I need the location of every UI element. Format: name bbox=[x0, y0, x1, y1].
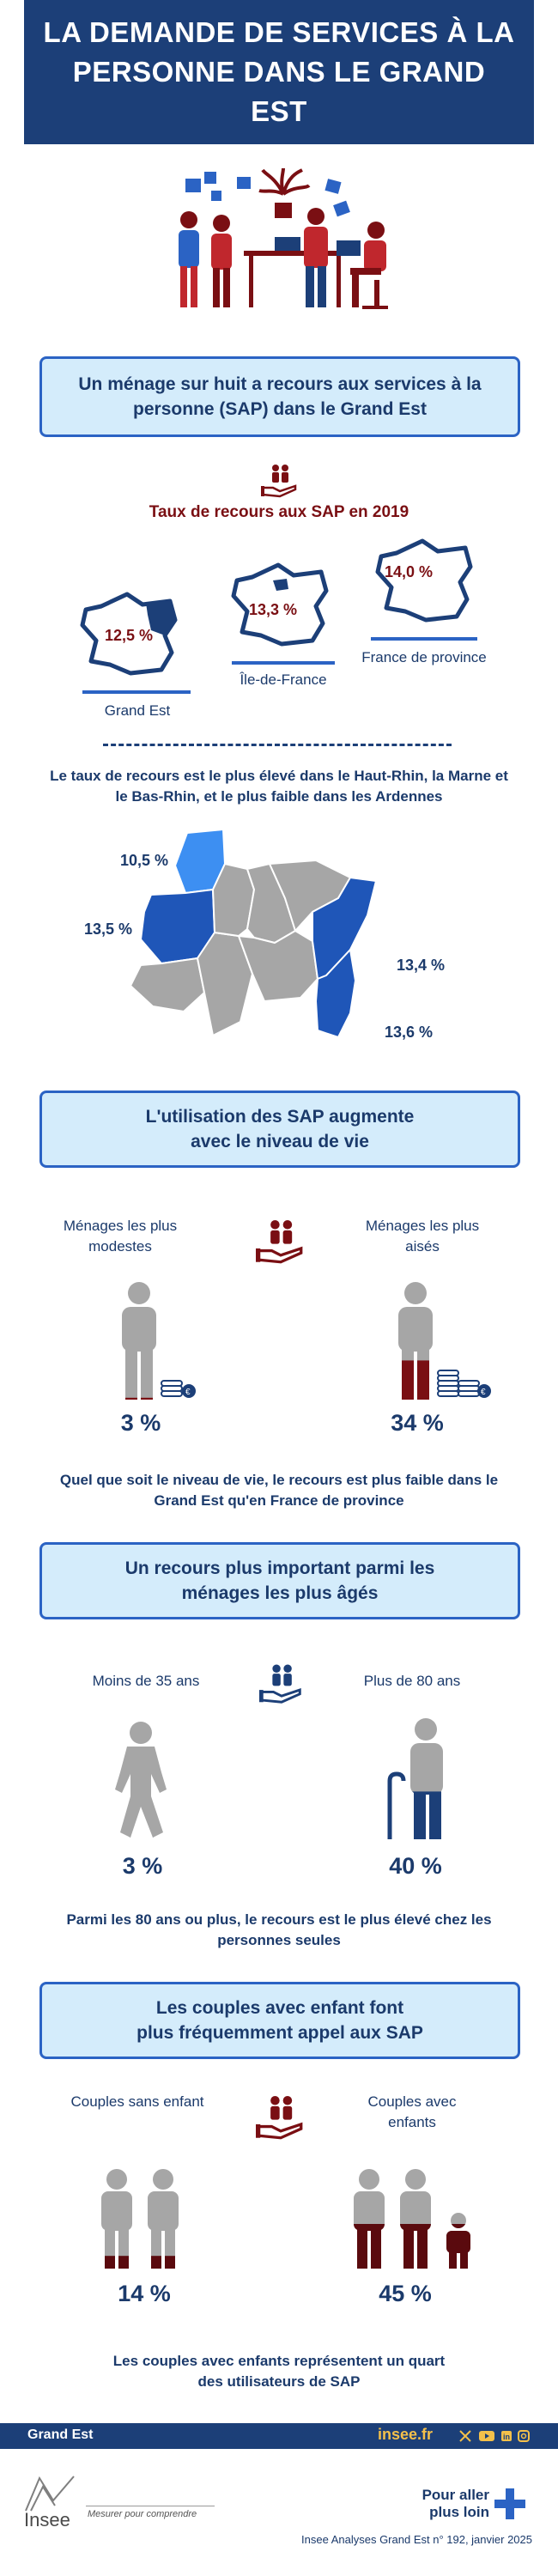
people-hand-icon bbox=[261, 465, 297, 498]
bas-rhin-value: 13,4 % bbox=[397, 957, 446, 974]
couple-no-child-fill bbox=[101, 2256, 179, 2269]
france-map-ile-de-france: 13,3 % bbox=[231, 562, 329, 647]
coins-icon: € bbox=[161, 1380, 196, 1398]
page-title: LA DEMANDE DE SERVICES À LA PERSONNE DAN… bbox=[24, 0, 534, 144]
wealthy-label: Ménages les plus aisés bbox=[365, 1218, 480, 1255]
modest-fill bbox=[122, 1397, 156, 1400]
section2-caption: Quel que soit le niveau de vie, le recou… bbox=[59, 1472, 499, 1509]
young-person-icon bbox=[115, 1722, 167, 1838]
more-link[interactable]: Pour aller plus loin bbox=[422, 2487, 489, 2520]
france-map-province: 14,0 % bbox=[375, 538, 473, 623]
old-value: 40 % bbox=[389, 1853, 442, 1879]
idf-map-value: 13,3 % bbox=[249, 601, 297, 618]
couples-children-value: 45 % bbox=[379, 2281, 432, 2306]
old-label: Plus de 80 ans bbox=[363, 1673, 461, 1689]
divider bbox=[103, 744, 452, 746]
cane-icon bbox=[387, 1771, 406, 1839]
wealthy-value: 34 % bbox=[391, 1410, 444, 1436]
social-icons: in bbox=[459, 2430, 530, 2442]
youtube-icon[interactable] bbox=[479, 2431, 494, 2441]
couples-no-child-value: 14 % bbox=[118, 2281, 171, 2306]
section2-heading-box: L'utilisation des SAP augmente avec le n… bbox=[39, 1091, 520, 1168]
section1-caption: Le taux de recours est le plus élevé dan… bbox=[50, 768, 508, 805]
footer-region: Grand Est bbox=[27, 2427, 94, 2442]
grand-est-label: Grand Est bbox=[104, 702, 171, 719]
young-fill bbox=[115, 1837, 167, 1838]
young-value: 3 % bbox=[122, 1853, 163, 1879]
insee-link[interactable]: insee.fr bbox=[378, 2426, 434, 2443]
old-person-icon bbox=[387, 1718, 443, 1839]
province-label: France de province bbox=[361, 649, 487, 665]
coins-icon: € bbox=[437, 1370, 491, 1398]
modest-value: 3 % bbox=[120, 1410, 161, 1436]
idf-label: Île-de-France bbox=[240, 671, 327, 688]
svg-text:€: € bbox=[481, 1388, 486, 1397]
office-people-illustration bbox=[179, 168, 388, 309]
plus-icon[interactable] bbox=[494, 2488, 525, 2519]
page-title-text: LA DEMANDE DE SERVICES À LA PERSONNE DAN… bbox=[43, 16, 515, 127]
province-underline bbox=[371, 637, 477, 641]
section4-caption: Les couples avec enfants représentent un… bbox=[112, 2353, 446, 2390]
departments-map bbox=[130, 829, 377, 1038]
instagram-icon[interactable] bbox=[518, 2430, 530, 2442]
svg-text:in: in bbox=[503, 2433, 510, 2441]
marne-value: 13,5 % bbox=[84, 920, 133, 938]
people-hand-icon bbox=[256, 1219, 303, 1264]
section4-heading-box: Les couples avec enfant font plus fréque… bbox=[39, 1982, 520, 2059]
section3-heading-box: Un recours plus important parmi les ména… bbox=[39, 1542, 520, 1619]
couple-no-child-icon bbox=[101, 2169, 179, 2269]
couple-children-fill bbox=[354, 2224, 470, 2269]
young-label: Moins de 35 ans bbox=[92, 1673, 200, 1689]
dept-aube bbox=[130, 957, 205, 1012]
haut-rhin-value: 13,6 % bbox=[385, 1024, 434, 1041]
couples-no-child-label: Couples sans enfant bbox=[70, 2093, 204, 2110]
ardennes-value: 10,5 % bbox=[120, 852, 169, 869]
section3-heading: Un recours plus important parmi les ména… bbox=[124, 1558, 435, 1603]
section4-heading: Les couples avec enfant font plus fréque… bbox=[136, 1998, 423, 2043]
section1-heading: Un ménage sur huit a recours aux service… bbox=[78, 374, 482, 419]
insee-logo-icon bbox=[25, 2476, 75, 2512]
insee-logo-text: Insee bbox=[24, 2509, 70, 2530]
modest-person-icon: € bbox=[122, 1282, 196, 1400]
linkedin-icon[interactable]: in bbox=[501, 2431, 512, 2441]
people-hand-icon bbox=[256, 2095, 303, 2140]
grand-est-map-value: 12,5 % bbox=[105, 627, 153, 644]
insee-tagline: Mesurer pour comprendre bbox=[88, 2509, 197, 2519]
dept-haut-rhin bbox=[315, 949, 356, 1038]
grand-est-underline bbox=[82, 690, 191, 694]
people-hand-icon bbox=[259, 1664, 301, 1704]
x-icon[interactable] bbox=[459, 2430, 471, 2442]
rate-title: Taux de recours aux SAP en 2019 bbox=[149, 503, 409, 521]
couples-children-label: Couples avec enfants bbox=[367, 2093, 457, 2130]
section2-heading: L'utilisation des SAP augmente avec le n… bbox=[145, 1107, 415, 1151]
section3-caption: Parmi les 80 ans ou plus, le recours est… bbox=[66, 1911, 492, 1948]
footer-bar: Grand Est insee.fr in bbox=[0, 2423, 558, 2449]
couple-children-icon bbox=[354, 2169, 470, 2269]
province-map-value: 14,0 % bbox=[385, 563, 433, 580]
wealthy-person-icon: € bbox=[398, 1282, 491, 1400]
publication-reference: Insee Analyses Grand Est n° 192, janvier… bbox=[301, 2533, 532, 2546]
idf-underline bbox=[232, 661, 335, 665]
svg-text:€: € bbox=[185, 1388, 191, 1397]
modest-label: Ménages les plus modestes bbox=[63, 1218, 178, 1255]
dept-vosges bbox=[238, 930, 318, 1002]
section1-heading-box: Un ménage sur huit a recours aux service… bbox=[39, 356, 520, 437]
france-map-grand-est: 12,5 % bbox=[80, 592, 178, 676]
